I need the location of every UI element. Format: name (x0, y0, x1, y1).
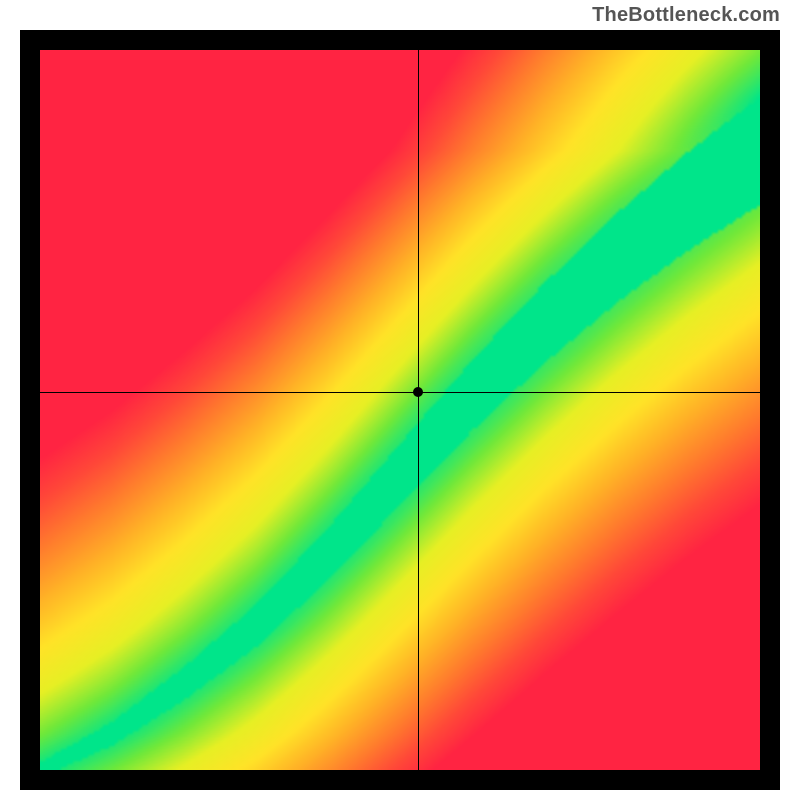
crosshair-marker (413, 387, 423, 397)
watermark-text: TheBottleneck.com (592, 4, 780, 27)
heatmap-plot (40, 50, 760, 770)
heatmap-canvas (40, 50, 760, 770)
crosshair-vertical (418, 50, 419, 770)
crosshair-horizontal (40, 392, 760, 393)
chart-frame (20, 30, 780, 790)
